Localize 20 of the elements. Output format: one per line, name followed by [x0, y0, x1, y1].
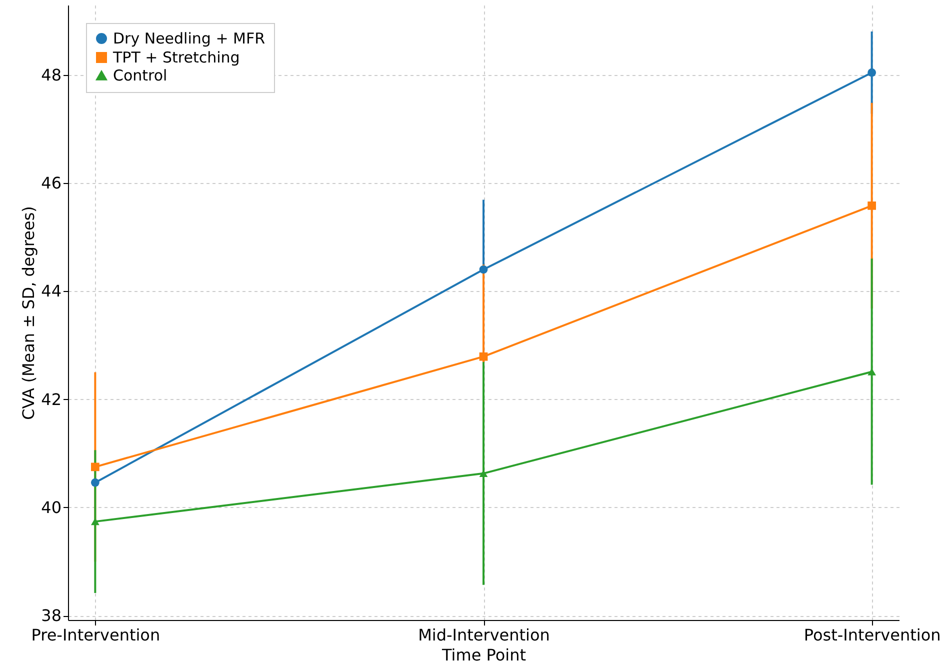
- point: [91, 462, 100, 472]
- y-tick-label: 40: [41, 498, 62, 517]
- point: [479, 352, 488, 361]
- y-axis-title: CVA (Mean ± SD, degrees): [19, 206, 38, 420]
- y-tick-label: 42: [41, 390, 62, 409]
- legend-label: Control: [113, 66, 168, 84]
- y-tick-label: 44: [41, 282, 62, 301]
- y-tick-label: 48: [41, 65, 62, 84]
- point: [868, 201, 876, 210]
- point: [91, 478, 100, 487]
- legend-label: TPT + Stretching: [112, 48, 240, 66]
- y-tick-label: 46: [41, 173, 62, 192]
- x-axis-title: Time Point: [441, 646, 526, 664]
- x-tick-label: Mid-Intervention: [418, 626, 550, 644]
- point: [868, 68, 876, 77]
- x-tick-label: Post-Intervention: [804, 626, 941, 644]
- y-tick-label: 38: [41, 606, 62, 626]
- legend-label: Dry Needling + MFR: [113, 30, 266, 48]
- x-tick-label: Pre-Intervention: [31, 626, 160, 644]
- point: [479, 265, 488, 274]
